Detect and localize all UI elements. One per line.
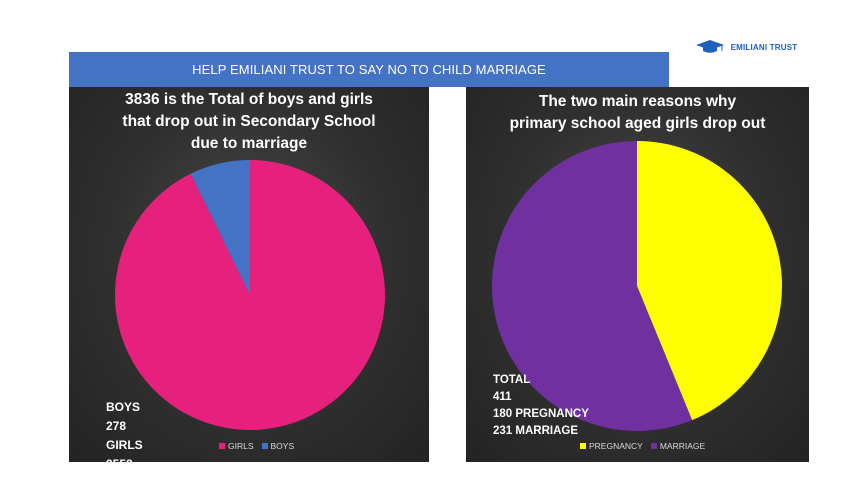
graduation-cap-icon bbox=[695, 40, 724, 53]
chart-annotation: TOTAL 411 180 PREGNANCY 231 MARRIAGE bbox=[493, 372, 589, 440]
legend-swatch bbox=[261, 443, 268, 449]
chart-title-line: that drop out in Secondary School bbox=[122, 113, 376, 130]
primary-dropout-reasons-chart-panel: The two main reasons why primary school … bbox=[466, 87, 809, 462]
legend-item-marriage: MARRIAGE bbox=[650, 441, 706, 451]
banner-text: HELP EMILIANI TRUST TO SAY NO TO CHILD M… bbox=[192, 62, 546, 77]
annotation-line: 3558 bbox=[106, 455, 143, 462]
pie-slice-marriage bbox=[491, 141, 693, 432]
annotation-line: 231 MARRIAGE bbox=[493, 425, 578, 437]
legend-swatch bbox=[219, 443, 225, 449]
secondary-dropout-chart-panel: 3836 is the Total of boys and girls that… bbox=[69, 87, 429, 462]
pie-slice-boys bbox=[190, 160, 250, 295]
annotation-line: 278 bbox=[106, 419, 127, 433]
annotation-line: BOYS bbox=[106, 400, 141, 414]
chart-title-line: due to marriage bbox=[190, 135, 308, 152]
pie-slice-pregnancy bbox=[637, 141, 782, 421]
legend-label: GIRLS bbox=[228, 441, 254, 451]
legend-swatch bbox=[580, 443, 586, 449]
chart-annotation: BOYS 278 GIRLS 3558 bbox=[106, 398, 143, 462]
chart-title-line: The two main reasons why bbox=[538, 93, 737, 110]
chart-title: The two main reasons why primary school … bbox=[466, 91, 809, 135]
chart-title: 3836 is the Total of boys and girls that… bbox=[69, 89, 429, 155]
legend-item-pregnancy: PREGNANCY bbox=[580, 441, 643, 451]
chart-title-line: primary school aged girls drop out bbox=[509, 115, 766, 132]
pie-slice-girls bbox=[114, 160, 385, 430]
emiliani-trust-logo: EMILIANI TRUST bbox=[669, 0, 823, 94]
annotation-line: GIRLS bbox=[106, 438, 143, 452]
annotation-line: 180 PREGNANCY bbox=[493, 408, 589, 420]
chart-legend: PREGNANCY MARRIAGE bbox=[580, 441, 705, 451]
annotation-line: 411 bbox=[493, 391, 512, 403]
legend-label: BOYS bbox=[270, 441, 295, 451]
primary-dropout-reasons-pie bbox=[491, 141, 782, 432]
logo-text: EMILIANI TRUST bbox=[730, 42, 798, 52]
legend-swatch bbox=[650, 443, 657, 449]
legend-item-girls: GIRLS bbox=[219, 441, 254, 451]
chart-title-line: 3836 is the Total of boys and girls bbox=[125, 91, 373, 108]
annotation-line: TOTAL bbox=[493, 374, 531, 386]
legend-item-boys: BOYS bbox=[261, 441, 295, 451]
legend-label: PREGNANCY bbox=[589, 441, 643, 451]
legend-label: MARRIAGE bbox=[659, 441, 706, 451]
secondary-dropout-pie bbox=[114, 160, 385, 430]
campaign-banner: HELP EMILIANI TRUST TO SAY NO TO CHILD M… bbox=[69, 52, 669, 87]
chart-legend: GIRLS BOYS bbox=[219, 441, 294, 451]
